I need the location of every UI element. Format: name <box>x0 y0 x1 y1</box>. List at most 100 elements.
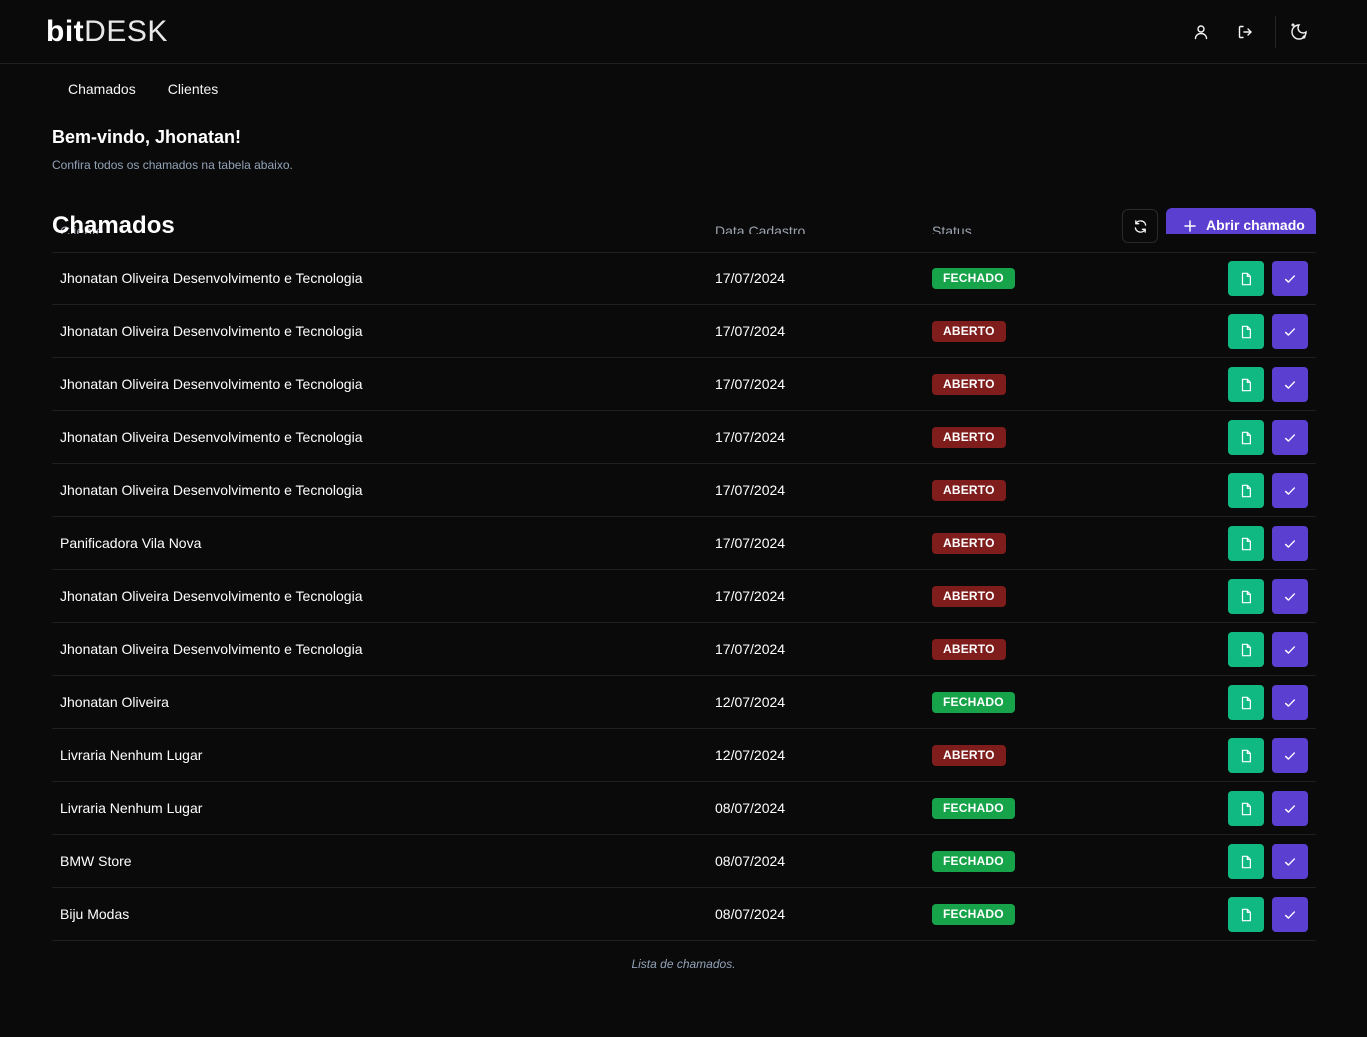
document-icon <box>1241 378 1251 391</box>
cell-date: 17/07/2024 <box>715 482 786 498</box>
status-badge: FECHADO <box>932 692 1015 713</box>
status-badge: ABERTO <box>932 745 1006 766</box>
section-title: Chamados <box>52 212 175 239</box>
document-icon <box>1241 749 1251 762</box>
close-ticket-button[interactable] <box>1272 526 1308 561</box>
close-ticket-button[interactable] <box>1272 791 1308 826</box>
status-badge: ABERTO <box>932 427 1006 448</box>
table-row: Biju Modas 08/07/2024 FECHADO <box>52 888 1316 941</box>
check-icon <box>1284 380 1296 389</box>
cell-date: 08/07/2024 <box>715 853 786 869</box>
logo[interactable]: bitDESK <box>46 14 168 50</box>
header-data-cadastro[interactable]: Data Cadastro <box>715 223 806 234</box>
document-icon <box>1241 696 1251 709</box>
view-ticket-button[interactable] <box>1228 738 1264 773</box>
open-ticket-button-wrap: Abrir chamado <box>1166 208 1316 234</box>
document-icon <box>1241 272 1251 285</box>
cell-client: Livraria Nenhum Lugar <box>60 747 203 763</box>
header-cliente[interactable]: Cliente <box>60 223 104 234</box>
check-icon <box>1284 857 1296 866</box>
welcome-subtitle: Confira todos os chamados na tabela abai… <box>52 158 293 172</box>
document-icon <box>1241 484 1251 497</box>
table-row: Jhonatan Oliveira Desenvolvimento e Tecn… <box>52 570 1316 623</box>
cell-client: BMW Store <box>60 853 132 869</box>
view-ticket-button[interactable] <box>1228 579 1264 614</box>
header-status[interactable]: Status <box>932 223 972 234</box>
check-icon <box>1284 592 1296 601</box>
cell-date: 12/07/2024 <box>715 694 786 710</box>
cell-client: Panificadora Vila Nova <box>60 535 202 551</box>
close-ticket-button[interactable] <box>1272 844 1308 879</box>
status-badge: ABERTO <box>932 374 1006 395</box>
tickets-table-body: Jhonatan Oliveira Desenvolvimento e Tecn… <box>52 252 1316 941</box>
close-ticket-button[interactable] <box>1272 897 1308 932</box>
cell-client: Jhonatan Oliveira Desenvolvimento e Tecn… <box>60 588 363 604</box>
table-row: Jhonatan Oliveira Desenvolvimento e Tecn… <box>52 252 1316 305</box>
user-icon[interactable] <box>1189 20 1213 44</box>
document-icon <box>1241 643 1251 656</box>
cell-client: Jhonatan Oliveira <box>60 694 169 710</box>
check-icon <box>1284 327 1296 336</box>
theme-toggle-icon[interactable] <box>1287 20 1311 44</box>
view-ticket-button[interactable] <box>1228 261 1264 296</box>
top-divider <box>1275 16 1276 48</box>
nav-chamados[interactable]: Chamados <box>68 81 136 97</box>
table-caption: Lista de chamados. <box>631 957 736 971</box>
cell-client: Livraria Nenhum Lugar <box>60 800 203 816</box>
table-header-border <box>52 252 1316 253</box>
check-icon <box>1284 910 1296 919</box>
view-ticket-button[interactable] <box>1228 526 1264 561</box>
view-ticket-button[interactable] <box>1228 473 1264 508</box>
cell-client: Jhonatan Oliveira Desenvolvimento e Tecn… <box>60 641 363 657</box>
check-icon <box>1284 645 1296 654</box>
open-ticket-label: Abrir chamado <box>1206 217 1305 233</box>
main-nav: Chamados Clientes <box>52 72 234 106</box>
cell-client: Biju Modas <box>60 906 130 922</box>
document-icon <box>1241 431 1251 444</box>
close-ticket-button[interactable] <box>1272 420 1308 455</box>
cell-date: 08/07/2024 <box>715 906 786 922</box>
cell-date: 12/07/2024 <box>715 747 786 763</box>
cell-client: Jhonatan Oliveira Desenvolvimento e Tecn… <box>60 376 363 392</box>
plus-icon <box>1184 220 1196 232</box>
view-ticket-button[interactable] <box>1228 314 1264 349</box>
view-ticket-button[interactable] <box>1228 897 1264 932</box>
document-icon <box>1241 908 1251 921</box>
check-icon <box>1284 433 1296 442</box>
check-icon <box>1284 539 1296 548</box>
status-badge: ABERTO <box>932 321 1006 342</box>
close-ticket-button[interactable] <box>1272 314 1308 349</box>
document-icon <box>1241 855 1251 868</box>
close-ticket-button[interactable] <box>1272 473 1308 508</box>
view-ticket-button[interactable] <box>1228 791 1264 826</box>
close-ticket-button[interactable] <box>1272 632 1308 667</box>
nav-clientes[interactable]: Clientes <box>167 81 219 97</box>
view-ticket-button[interactable] <box>1228 844 1264 879</box>
top-bar: bitDESK <box>0 0 1367 64</box>
table-row: Livraria Nenhum Lugar 12/07/2024 ABERTO <box>52 729 1316 782</box>
refresh-button[interactable] <box>1122 209 1158 243</box>
view-ticket-button[interactable] <box>1228 685 1264 720</box>
close-ticket-button[interactable] <box>1272 367 1308 402</box>
close-ticket-button[interactable] <box>1272 261 1308 296</box>
view-ticket-button[interactable] <box>1228 632 1264 667</box>
table-row: Panificadora Vila Nova 17/07/2024 ABERTO <box>52 517 1316 570</box>
view-ticket-button[interactable] <box>1228 420 1264 455</box>
cell-date: 17/07/2024 <box>715 641 786 657</box>
status-badge: ABERTO <box>932 586 1006 607</box>
cell-client: Jhonatan Oliveira Desenvolvimento e Tecn… <box>60 482 363 498</box>
status-badge: FECHADO <box>932 851 1015 872</box>
cell-date: 17/07/2024 <box>715 323 786 339</box>
table-row: BMW Store 08/07/2024 FECHADO <box>52 835 1316 888</box>
check-icon <box>1284 274 1296 283</box>
status-badge: FECHADO <box>932 904 1015 925</box>
cell-date: 08/07/2024 <box>715 800 786 816</box>
logout-icon[interactable] <box>1233 20 1257 44</box>
close-ticket-button[interactable] <box>1272 685 1308 720</box>
check-icon <box>1284 486 1296 495</box>
close-ticket-button[interactable] <box>1272 579 1308 614</box>
view-ticket-button[interactable] <box>1228 367 1264 402</box>
close-ticket-button[interactable] <box>1272 738 1308 773</box>
open-ticket-button[interactable]: Abrir chamado <box>1166 208 1316 234</box>
table-row: Jhonatan Oliveira Desenvolvimento e Tecn… <box>52 358 1316 411</box>
